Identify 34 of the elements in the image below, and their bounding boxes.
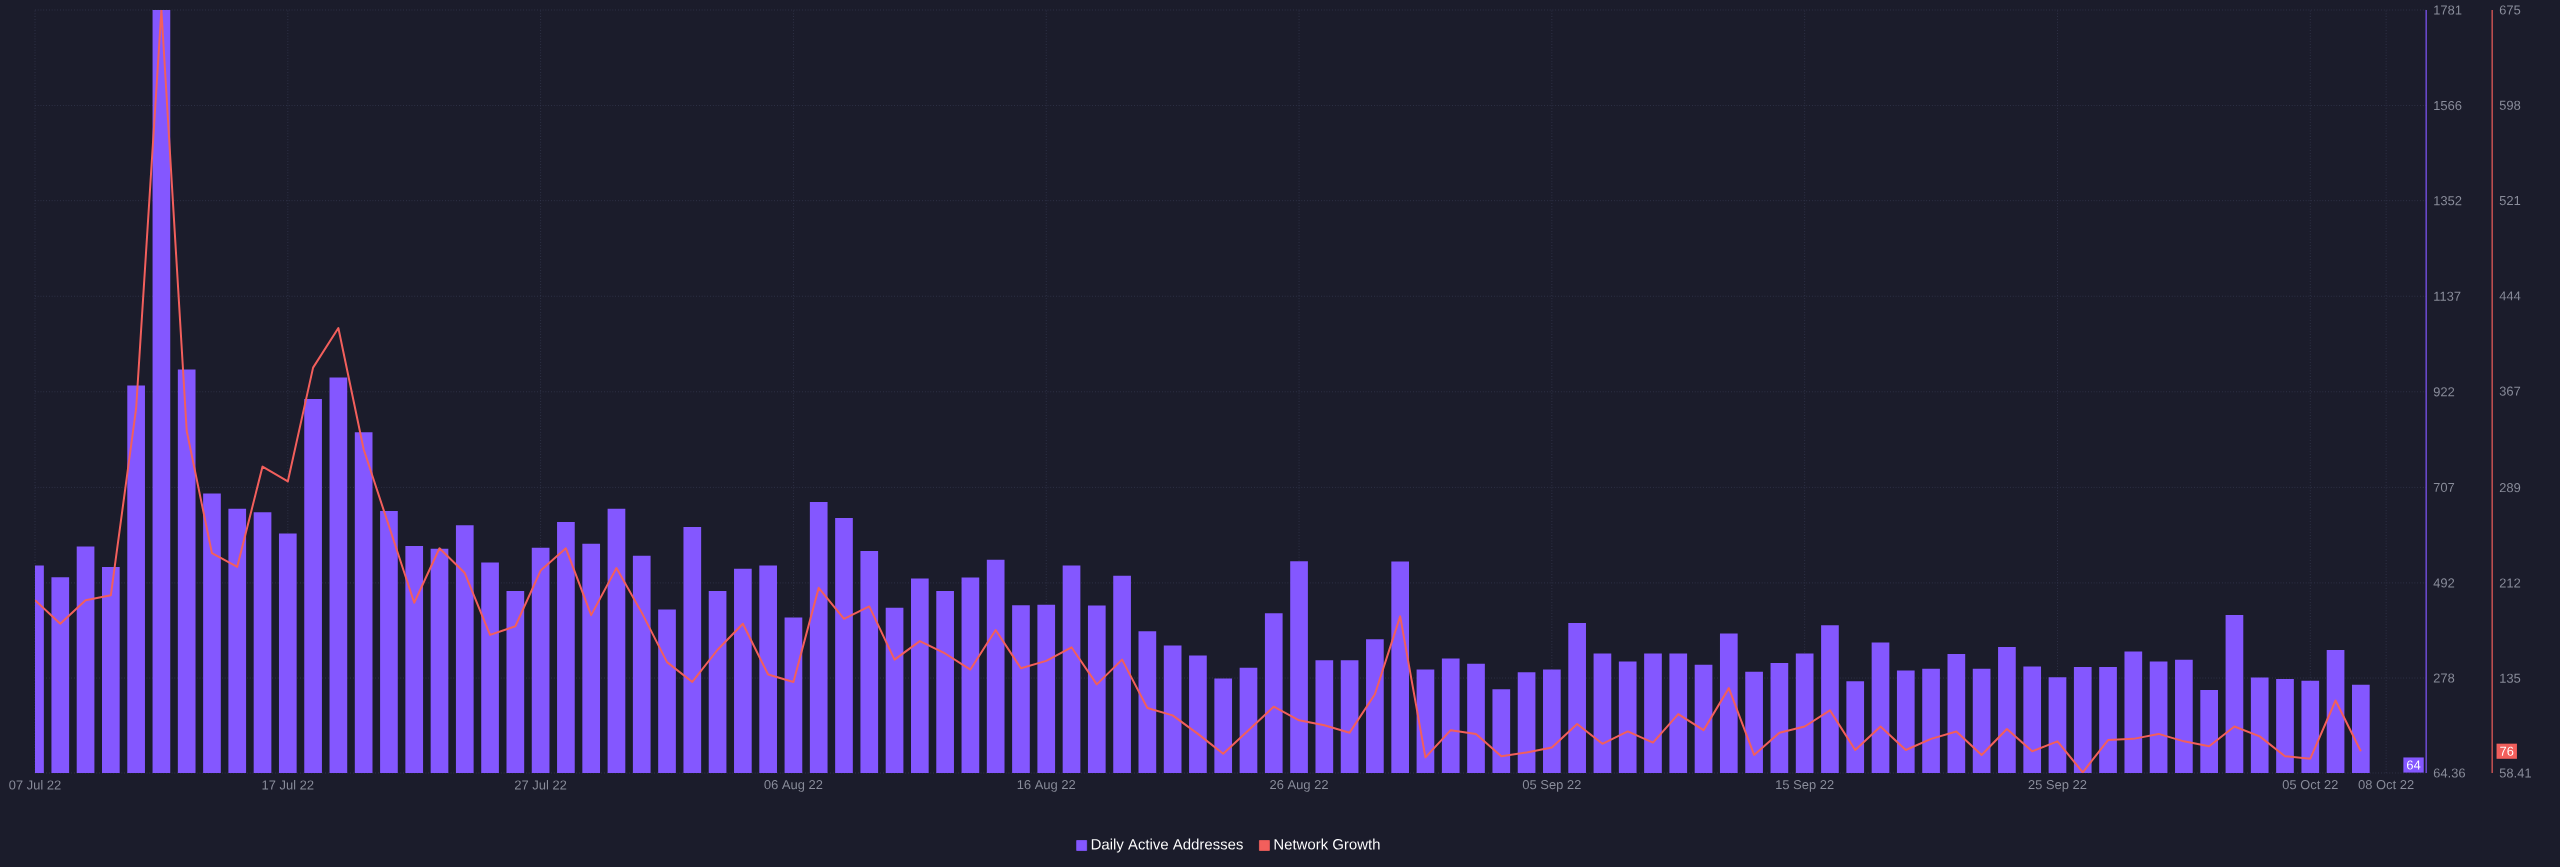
x-tick-label: 26 Aug 22 [1270,780,1328,792]
x-tick-label: 16 Aug 22 [1017,780,1076,792]
y-tick-label: 1566 [2434,100,2462,111]
x-tick-label: 05 Sep 22 [1522,780,1581,792]
y2-tick-label: 444 [2499,291,2521,301]
y-tick-label: 922 [2433,387,2455,397]
y-tick-label: 707 [2433,482,2455,492]
x-tick-label: 06 Aug 22 [764,780,823,792]
y2-tick-label: 675 [2499,5,2521,15]
y-tick-label: 1781 [2434,5,2462,15]
y2-tick-label: 58.41 [2499,768,2531,778]
legend-label: Daily Active Addresses [1091,838,1243,853]
y2-tick-label: 289 [2499,483,2521,493]
y2-tick-label: 135 [2500,673,2521,683]
x-tick-label: 08 Oct 22 [2358,780,2414,790]
y2-tick-label: 598 [2499,100,2521,110]
line-series [35,9,2362,773]
x-tick-label: 27 Jul 22 [514,780,567,790]
x-tick-label: 17 Jul 22 [262,780,314,790]
x-tick-label: 15 Sep 22 [1776,780,1834,792]
y2-tick-label: 367 [2499,386,2521,396]
y-tick-label: 492 [2433,578,2455,588]
annotation: 64 [2407,760,2421,770]
x-tick-label: 25 Sep 22 [2028,780,2087,792]
y-tick-label: 1137 [2434,291,2461,301]
x-tick-label: 07 Jul 22 [9,780,61,790]
y-tick-label: 64.36 [2433,768,2466,778]
y2-tick-label: 521 [2499,195,2521,206]
y-tick-label: 278 [2433,673,2455,683]
text: 76 [2500,746,2514,756]
y2-tick-label: 212 [2499,578,2521,588]
y-tick-label: 1352 [2434,196,2462,206]
legend-label: Network Growth [1274,838,1380,850]
x-tick-label: 05 Oct 22 [2282,780,2338,790]
